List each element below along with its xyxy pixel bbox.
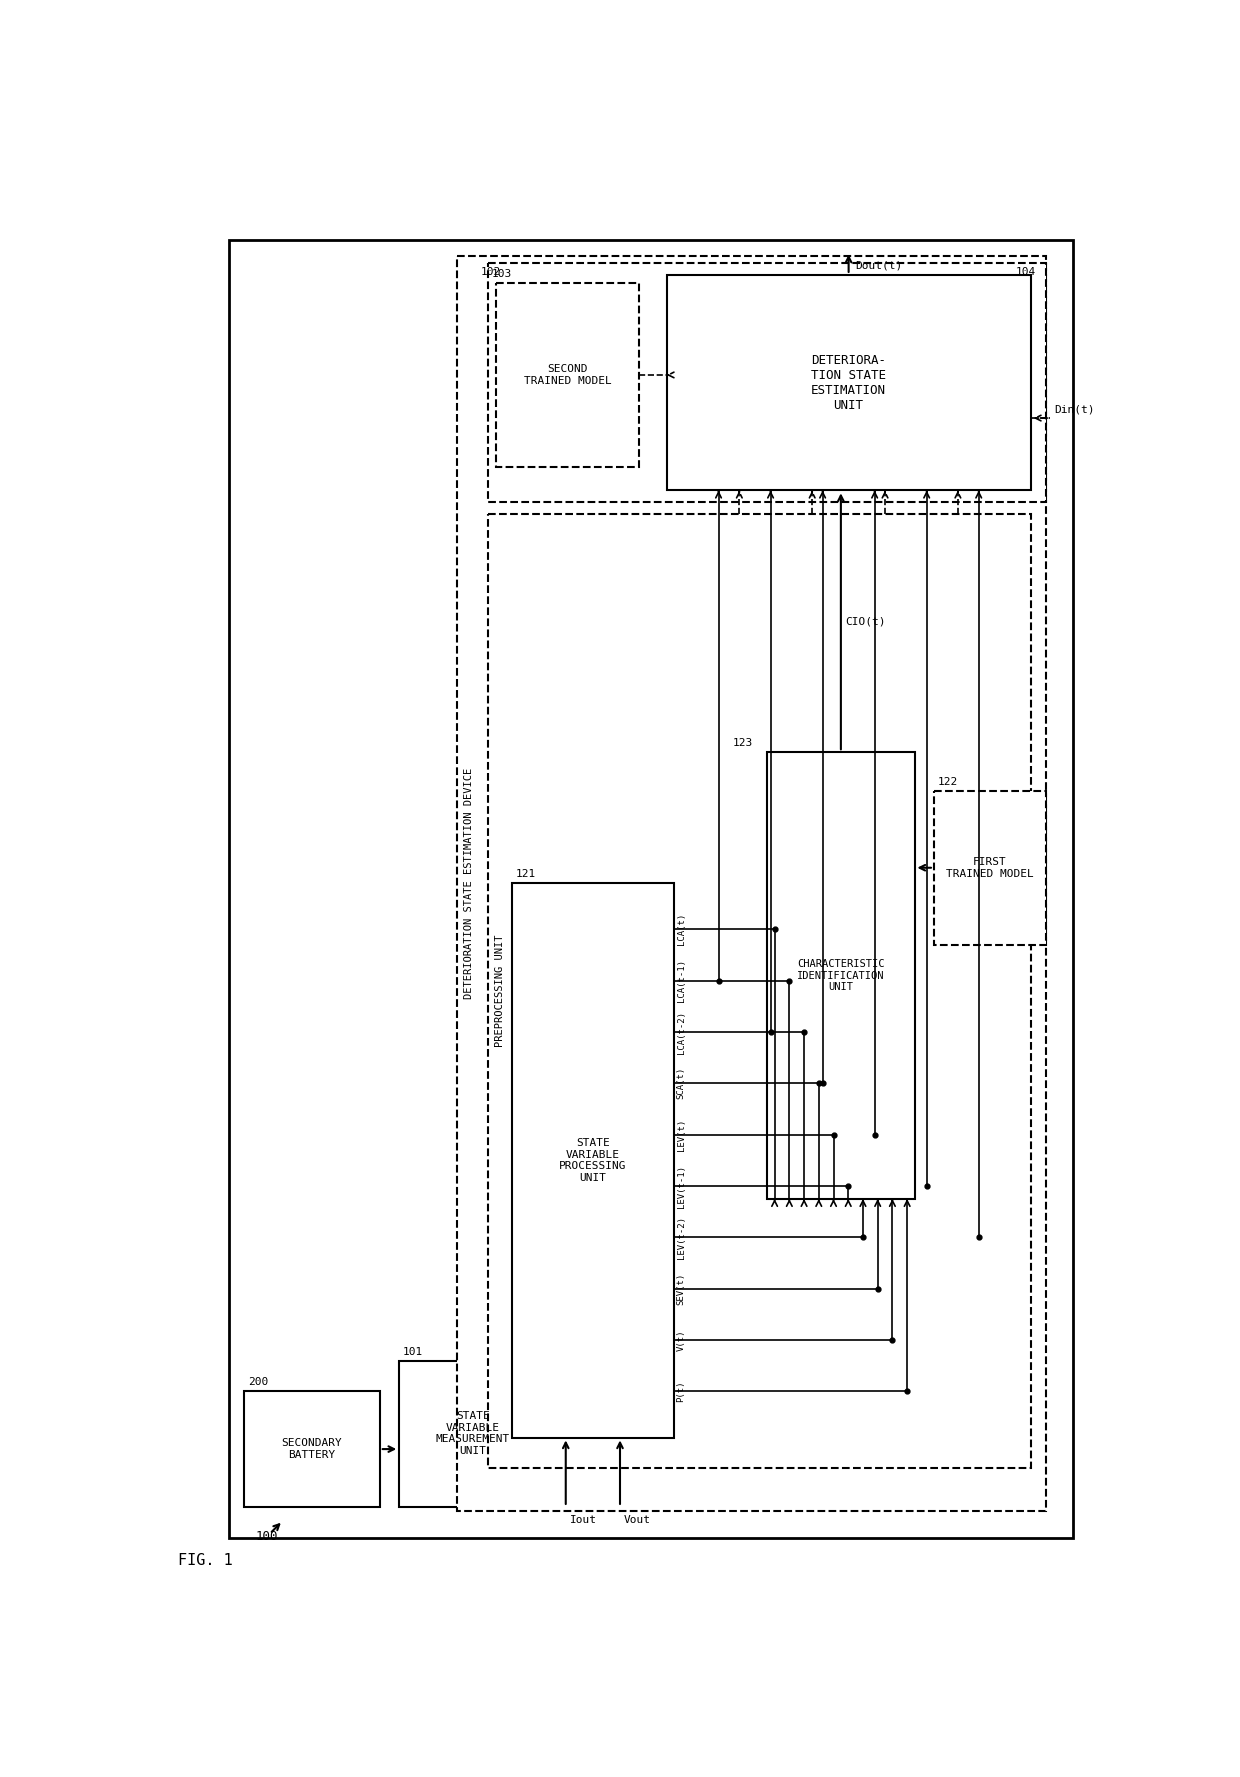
Text: LEV(t-1): LEV(t-1) [677, 1164, 686, 1208]
Bar [934, 791, 1047, 945]
Text: 102: 102 [481, 267, 501, 277]
Bar [458, 256, 1047, 1510]
Text: FIG. 1: FIG. 1 [179, 1553, 233, 1567]
Text: CIO(t): CIO(t) [844, 617, 885, 626]
Text: CHARACTERISTIC
IDENTIFICATION
UNIT: CHARACTERISTIC IDENTIFICATION UNIT [797, 960, 884, 992]
Text: V(t): V(t) [677, 1329, 686, 1351]
Text: STATE
VARIABLE
MEASUREMENT
UNIT: STATE VARIABLE MEASUREMENT UNIT [435, 1411, 510, 1455]
Text: 100: 100 [255, 1530, 278, 1542]
Text: SECONDARY
BATTERY: SECONDARY BATTERY [281, 1438, 342, 1461]
Text: 101: 101 [403, 1347, 423, 1356]
Bar [228, 240, 1074, 1537]
Text: Dout(t): Dout(t) [854, 261, 901, 270]
Text: 200: 200 [248, 1377, 268, 1388]
Text: LEV(t-2): LEV(t-2) [677, 1215, 686, 1258]
Bar [496, 283, 640, 467]
Text: 121: 121 [516, 869, 536, 880]
Text: SECOND
TRAINED MODEL: SECOND TRAINED MODEL [523, 364, 611, 386]
Text: P(t): P(t) [677, 1381, 686, 1402]
Bar [489, 514, 1030, 1468]
Text: DETERIORA-
TION STATE
ESTIMATION
UNIT: DETERIORA- TION STATE ESTIMATION UNIT [811, 354, 887, 412]
Text: DETERIORATION STATE ESTIMATION DEVICE: DETERIORATION STATE ESTIMATION DEVICE [464, 768, 474, 999]
Text: 122: 122 [937, 777, 959, 787]
Text: SEV(t): SEV(t) [677, 1272, 686, 1304]
Bar [768, 752, 915, 1199]
Text: LCA(t): LCA(t) [677, 913, 686, 945]
Text: Vout: Vout [624, 1514, 651, 1525]
Text: LEV(t): LEV(t) [677, 1118, 686, 1151]
Text: LCA(t-1): LCA(t-1) [677, 960, 686, 1002]
Bar [667, 275, 1030, 490]
Text: 123: 123 [733, 739, 753, 748]
Bar [489, 263, 1047, 501]
Text: Din(t): Din(t) [1054, 403, 1095, 414]
Text: STATE
VARIABLE
PROCESSING
UNIT: STATE VARIABLE PROCESSING UNIT [559, 1137, 626, 1183]
Bar [244, 1391, 379, 1507]
Text: PREPROCESSING UNIT: PREPROCESSING UNIT [495, 935, 505, 1047]
Text: SCA(t): SCA(t) [677, 1068, 686, 1100]
Text: 103: 103 [492, 268, 512, 279]
Bar [511, 883, 675, 1438]
Bar [399, 1361, 547, 1507]
Text: LCA(t-2): LCA(t-2) [677, 1011, 686, 1054]
Text: FIRST
TRAINED MODEL: FIRST TRAINED MODEL [946, 857, 1034, 878]
Text: 104: 104 [1016, 267, 1035, 277]
Text: Iout: Iout [569, 1514, 596, 1525]
